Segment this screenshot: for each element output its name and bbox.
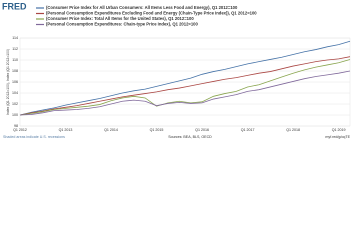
y-tick-label: 104 (12, 91, 18, 95)
series-line (19, 40, 351, 116)
y-tick-label: 106 (12, 80, 18, 84)
y-axis-label: Index (Q1 2012=100), Index (Q1 2012=100) (6, 49, 10, 115)
legend-label: (Personal Consumption Expenditures: Chai… (46, 22, 199, 27)
x-tick-label: Q1 2017 (241, 128, 255, 132)
footer-right: myf.red/g/oqTE (325, 135, 350, 139)
legend-label: (Consumer Price Index: Total All Items f… (46, 16, 194, 21)
y-tick-label: 114 (12, 36, 18, 40)
x-tick-label: Q1 2013 (59, 128, 73, 132)
x-tick-label: Q1 2018 (286, 128, 300, 132)
x-tick-label: Q1 2012 (13, 128, 27, 132)
x-tick-label: Q1 2019 (332, 128, 346, 132)
y-tick-label: 98 (14, 124, 18, 128)
y-tick-label: 110 (12, 58, 18, 62)
page: FRED Shaded areas indicate U.S. recessio… (2, 1, 351, 139)
legend-label: (Consumer Price Index for All Urban Cons… (46, 5, 238, 10)
x-tick-label: Q1 2015 (150, 128, 164, 132)
footer-left: Shaded areas indicate U.S. recessions (3, 135, 65, 139)
y-tick-label: 112 (12, 47, 18, 51)
y-tick-label: 102 (12, 102, 18, 106)
series-line (19, 56, 351, 116)
footer-center: Sources: BEA, BLS, OECD (168, 135, 212, 139)
chart: FRED Shaded areas indicate U.S. recessio… (2, 1, 351, 139)
y-tick-label: 108 (12, 69, 18, 73)
x-tick-label: Q1 2014 (104, 128, 118, 132)
series-line (19, 70, 351, 116)
series-line (19, 59, 351, 116)
x-tick-label: Q1 2016 (195, 128, 209, 132)
legend-label: (Personal Consumption Expenditures Exclu… (46, 11, 257, 16)
y-tick-label: 100 (12, 113, 18, 117)
logo: FRED (2, 1, 27, 11)
